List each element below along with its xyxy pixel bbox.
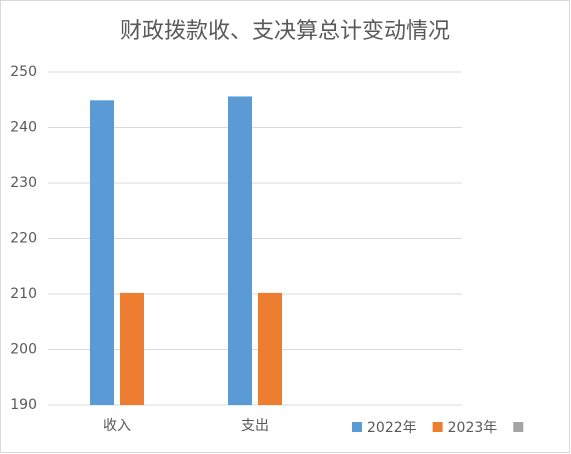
chart-title: 财政拨款收、支决算总计变动情况 <box>120 19 450 44</box>
y-tick-label: 210 <box>10 286 37 302</box>
x-tick-label: 支出 <box>241 418 269 434</box>
x-tick-label: 收入 <box>103 418 131 434</box>
y-tick-label: 250 <box>10 64 37 80</box>
legend-label: 2023年 <box>448 420 498 436</box>
y-tick-label: 240 <box>10 120 37 136</box>
bar <box>258 292 282 405</box>
y-tick-label: 190 <box>10 397 37 413</box>
legend-swatch <box>432 422 443 432</box>
bar <box>120 292 144 405</box>
legend-label: 2022年 <box>367 420 417 436</box>
legend-swatch <box>513 422 524 432</box>
y-tick-label: 230 <box>10 175 37 191</box>
y-tick-label: 200 <box>10 342 37 358</box>
bar <box>90 100 114 406</box>
y-tick-label: 220 <box>10 231 37 247</box>
bar <box>228 96 252 406</box>
legend-swatch <box>352 422 362 432</box>
